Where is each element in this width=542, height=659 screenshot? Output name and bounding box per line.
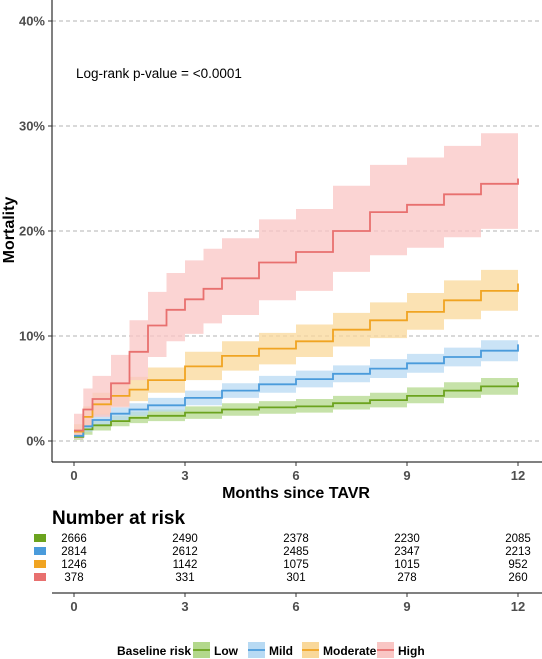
survival-curves (74, 178, 519, 438)
risk-cell: 2230 (394, 533, 420, 545)
confidence-bands (74, 128, 518, 440)
y-tick-label: 30% (19, 119, 45, 134)
risk-x-tick-label: 9 (403, 599, 410, 614)
risk-cell: 2490 (172, 533, 198, 545)
risk-cell: 2666 (61, 533, 87, 545)
legend-item-mild: Mild (248, 642, 293, 658)
y-tick-label: 0% (26, 434, 45, 449)
x-tick-label: 3 (181, 468, 188, 483)
legend-item-low: Low (193, 642, 239, 658)
legend-label: Low (214, 644, 239, 658)
plot-panel: 0% 10% 20% 30% 40% 0 3 6 9 12 Log-rank p-value =… (1, 0, 542, 502)
risk-cell: 1015 (394, 559, 420, 571)
risk-cell: 2814 (61, 546, 87, 558)
x-axis-ticks: 0 3 6 9 12 (70, 462, 525, 483)
legend-title: Baseline risk (117, 644, 191, 658)
legend-item-moderate: Moderate (302, 642, 377, 658)
legend-items: Low Mild Moderate High (193, 642, 425, 658)
y-tick-label: 20% (19, 224, 45, 239)
risk-cell: 952 (508, 559, 527, 571)
risk-table-rows: 2666 2490 2378 2230 2085 2814 2612 2485 2347 2213… (34, 533, 531, 584)
risk-row-swatch (34, 547, 46, 555)
legend-item-high: High (377, 642, 425, 658)
x-tick-label: 9 (403, 468, 410, 483)
risk-row-swatch (34, 573, 46, 581)
risk-cell: 2085 (505, 533, 531, 545)
risk-x-tick-label: 0 (70, 599, 77, 614)
risk-cell: 2378 (283, 533, 309, 545)
risk-cell: 278 (397, 572, 416, 584)
curve-moderate (74, 283, 519, 433)
curve-low (74, 382, 519, 438)
risk-cell: 301 (286, 572, 305, 584)
legend-label: Moderate (323, 644, 377, 658)
risk-x-tick-label: 6 (292, 599, 299, 614)
risk-cell: 2213 (505, 546, 531, 558)
x-axis-title: Months since TAVR (222, 485, 370, 502)
y-tick-label: 10% (19, 329, 45, 344)
x-tick-label: 6 (292, 468, 299, 483)
risk-cell: 1075 (283, 559, 309, 571)
risk-cell: 2485 (283, 546, 309, 558)
legend-label: Mild (269, 644, 293, 658)
risk-x-tick-label: 12 (511, 599, 525, 614)
curve-mild (74, 344, 519, 437)
risk-cell: 1142 (173, 559, 198, 571)
risk-cell: 2347 (394, 546, 420, 558)
risk-cell: 260 (508, 572, 527, 584)
annotation-logrank: Log-rank p-value = <0.0001 (76, 66, 242, 81)
risk-cell: 1246 (61, 559, 87, 571)
x-tick-label: 0 (70, 468, 77, 483)
legend: Baseline risk Low Mild Moderate High (117, 642, 425, 658)
y-axis-title: Mortality (1, 197, 18, 264)
risk-cell: 378 (64, 572, 83, 584)
risk-table-title: Number at risk (52, 508, 185, 529)
y-tick-label: 40% (19, 14, 45, 29)
ci-band-mild (74, 333, 518, 439)
risk-row-swatch (34, 560, 46, 568)
risk-row-swatch (34, 534, 46, 542)
x-tick-label: 12 (511, 468, 525, 483)
risk-x-axis-ticks: 0 3 6 9 12 (70, 593, 525, 614)
y-axis-ticks: 0% 10% 20% 30% 40% (19, 14, 52, 449)
risk-cell: 331 (175, 572, 194, 584)
curve-high (74, 178, 519, 432)
risk-cell: 2612 (172, 546, 198, 558)
legend-label: High (398, 644, 425, 658)
risk-x-tick-label: 3 (181, 599, 188, 614)
ci-band-moderate (74, 261, 518, 438)
